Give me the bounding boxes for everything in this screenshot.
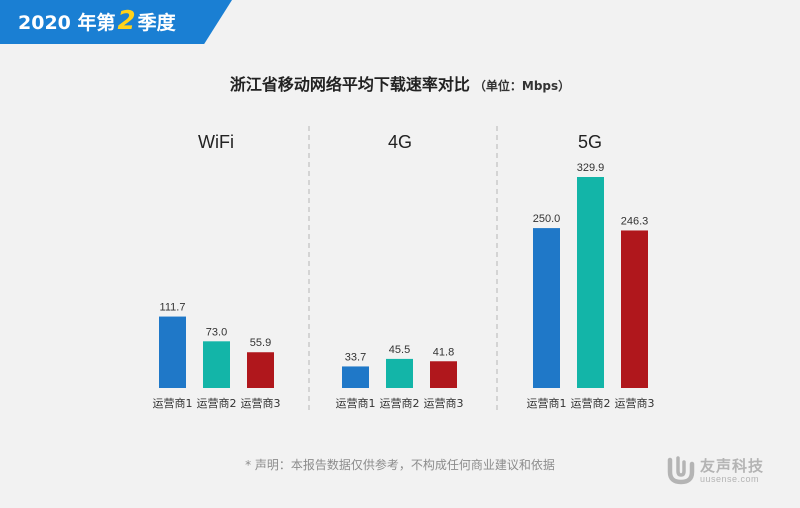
banner-quarter-number: 2 (117, 6, 136, 36)
value-label-4g-1: 33.7 (345, 351, 366, 363)
category-label-4g-2: 运营商2 (380, 396, 420, 410)
disclaimer-text: * 声明：本报告数据仅供参考，不构成任何商业建议和依据 (245, 458, 555, 472)
banner-year: 2020 年第 (18, 12, 116, 34)
category-label-5g-2: 运营商2 (571, 396, 611, 410)
bar-5g-2 (577, 177, 604, 388)
category-label-wifi-3: 运营商3 (241, 396, 281, 410)
logo-url: uusense.com (700, 474, 760, 484)
category-label-5g-3: 运营商3 (615, 396, 655, 410)
value-label-wifi-2: 73.0 (206, 326, 227, 338)
bar-5g-1 (533, 228, 560, 388)
bar-4g-1 (342, 366, 369, 388)
chart-unit-note: （单位：Mbps） (473, 79, 571, 93)
group-title-wifi: WiFi (198, 132, 234, 152)
quarter-banner (0, 0, 232, 44)
bar-wifi-3 (247, 352, 274, 388)
bar-5g-3 (621, 230, 648, 388)
company-logo: 友声科技 uusense.com (666, 454, 786, 490)
bar-wifi-2 (203, 341, 230, 388)
banner-season: 季度 (137, 12, 176, 34)
value-label-5g-1: 250.0 (533, 213, 561, 225)
category-label-4g-3: 运营商3 (424, 396, 464, 410)
value-label-4g-3: 41.8 (433, 346, 454, 358)
category-label-5g-1: 运营商1 (527, 396, 567, 410)
logo-name: 友声科技 (700, 457, 765, 475)
quarter-banner-text: 2020 年第2 季度 (18, 8, 176, 35)
category-label-4g-1: 运营商1 (336, 396, 376, 410)
bar-4g-3 (430, 361, 457, 388)
logo-mark-icon (667, 456, 695, 485)
chart-title: 浙江省移动网络平均下载速率对比 （单位：Mbps） (0, 71, 800, 95)
value-label-5g-2: 329.9 (577, 162, 605, 174)
group-title-4g: 4G (388, 132, 412, 152)
group-title-5g: 5G (578, 132, 602, 152)
bar-wifi-1 (159, 316, 186, 388)
value-label-wifi-1: 111.7 (160, 302, 186, 314)
value-label-4g-2: 45.5 (389, 344, 410, 356)
chart-title-text: 浙江省移动网络平均下载速率对比 (229, 75, 470, 94)
category-label-wifi-2: 运营商2 (197, 396, 237, 410)
value-label-wifi-3: 55.9 (250, 337, 271, 349)
bar-4g-2 (386, 358, 413, 388)
category-label-wifi-1: 运营商1 (153, 396, 193, 410)
value-label-5g-3: 246.3 (621, 215, 649, 227)
